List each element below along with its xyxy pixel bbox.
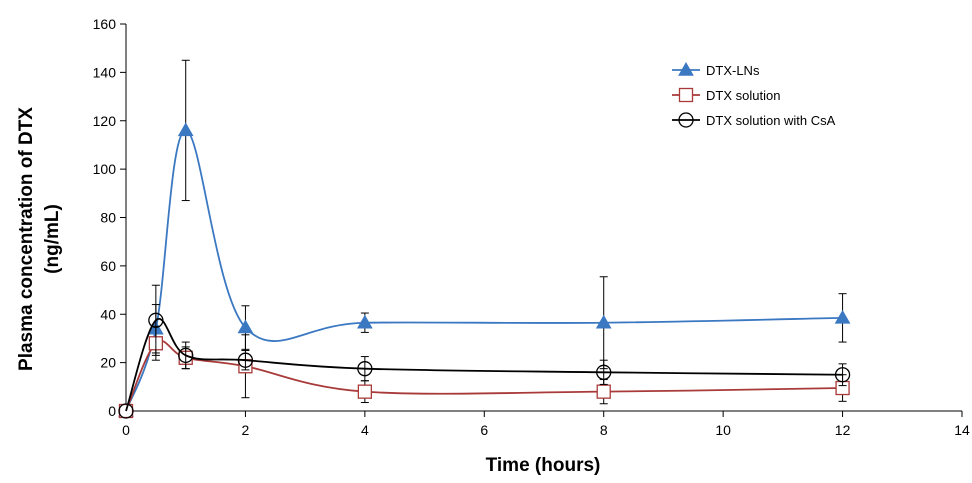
x-tick-label: 14 bbox=[954, 422, 970, 438]
data-point bbox=[596, 384, 611, 399]
y-tick-label: 140 bbox=[93, 64, 117, 80]
data-point bbox=[237, 319, 254, 334]
data-point bbox=[356, 314, 373, 329]
data-point bbox=[357, 361, 373, 377]
x-tick-label: 8 bbox=[600, 422, 608, 438]
y-tick-label: 120 bbox=[93, 113, 117, 129]
y-axis-title-line-1: Plasma concentration of DTX bbox=[16, 107, 37, 371]
x-tick-label: 6 bbox=[480, 422, 488, 438]
chart-axes: 0 20 40 60 80 100 120 140 160 0 2 4 6 8 10 12 14 bbox=[93, 16, 970, 438]
data-point bbox=[237, 352, 254, 368]
y-tick-label: 80 bbox=[100, 210, 116, 226]
legend-marker bbox=[678, 87, 694, 103]
y-tick-label: 60 bbox=[100, 258, 116, 274]
legend-label: DTX solution bbox=[706, 88, 780, 103]
data-point bbox=[357, 384, 373, 399]
y-axis-title: Plasma concentration of DTX (ng/mL) bbox=[16, 107, 63, 371]
data-point bbox=[595, 314, 612, 329]
chart-series bbox=[118, 59, 851, 419]
series-line bbox=[125, 129, 843, 412]
data-point bbox=[834, 309, 851, 324]
chart-legend: DTX-LNs DTX solution DTX solution with CsA bbox=[672, 61, 836, 128]
x-tick-label: 10 bbox=[715, 422, 731, 438]
y-axis-title-line-2: (ng/mL) bbox=[42, 204, 63, 274]
legend-label: DTX-LNs bbox=[706, 63, 760, 78]
data-point bbox=[148, 312, 164, 328]
data-point bbox=[596, 364, 612, 380]
series-line bbox=[125, 317, 843, 412]
data-point bbox=[177, 122, 194, 137]
y-tick-label: 0 bbox=[108, 403, 116, 419]
x-tick-label: 2 bbox=[242, 422, 250, 438]
y-tick-label: 40 bbox=[100, 306, 116, 322]
y-tick-label: 160 bbox=[93, 16, 117, 32]
legend-label: DTX solution with CsA bbox=[706, 113, 836, 128]
data-point bbox=[834, 367, 851, 383]
data-point bbox=[118, 403, 134, 419]
x-tick-label: 0 bbox=[122, 422, 130, 438]
legend-marker bbox=[678, 61, 694, 76]
x-tick-label: 12 bbox=[835, 422, 851, 438]
y-tick-label: 100 bbox=[93, 161, 117, 177]
data-point bbox=[178, 347, 194, 364]
y-tick-label: 20 bbox=[100, 355, 116, 371]
series-line bbox=[125, 340, 843, 412]
x-tick-label: 4 bbox=[361, 422, 369, 438]
x-axis-title: Time (hours) bbox=[486, 455, 601, 476]
legend-marker bbox=[678, 112, 694, 128]
